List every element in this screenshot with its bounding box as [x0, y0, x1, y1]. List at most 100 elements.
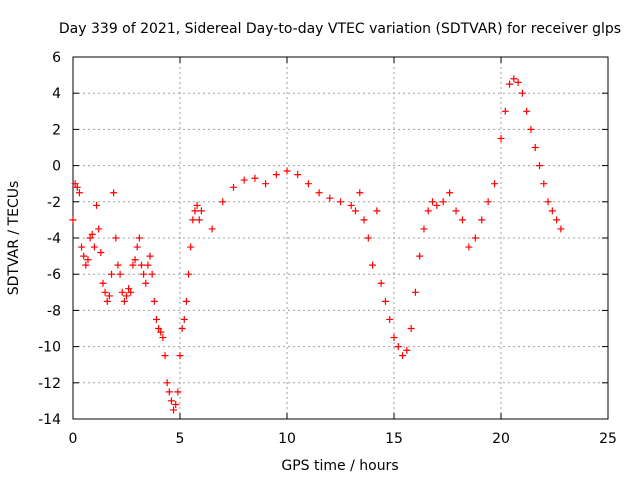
data-point	[553, 216, 561, 224]
data-point	[531, 144, 539, 151]
data-point	[114, 261, 122, 269]
data-point	[478, 216, 486, 224]
data-point	[506, 80, 514, 88]
data-point	[433, 201, 441, 209]
data-point	[219, 198, 227, 206]
data-point	[144, 261, 152, 269]
data-point	[157, 328, 165, 336]
data-point	[484, 198, 492, 206]
data-point	[536, 162, 544, 170]
data-point	[123, 292, 130, 300]
data-point	[172, 401, 180, 409]
x-tick-label: 25	[599, 431, 617, 447]
axis-ticks: 0 5 10 15 20 25 -14 -12 -10 -8 -6 -4 -2 0 2 4 6	[38, 50, 617, 447]
data-point	[294, 171, 302, 179]
data-point	[185, 270, 193, 278]
data-point	[356, 189, 364, 197]
data-point	[424, 207, 432, 215]
data-point	[178, 325, 186, 332]
data-series	[69, 75, 565, 414]
data-point	[176, 352, 184, 360]
data-point	[548, 207, 556, 215]
data-point	[465, 243, 473, 251]
chart-title: Day 339 of 2021, Sidereal Day-to-day VTE…	[59, 21, 621, 37]
data-point	[103, 297, 111, 305]
data-point	[193, 201, 201, 209]
data-point	[399, 352, 407, 360]
data-point	[116, 270, 124, 278]
data-point	[337, 198, 344, 206]
data-point	[93, 201, 101, 209]
data-point	[230, 183, 237, 191]
data-point	[197, 207, 205, 215]
data-point	[523, 107, 531, 115]
y-tick-label: 6	[52, 50, 61, 66]
y-tick-label: 2	[52, 122, 61, 138]
x-tick-label: 0	[69, 431, 78, 447]
data-point	[165, 388, 173, 396]
data-point	[446, 189, 454, 197]
data-point	[80, 252, 88, 260]
data-point	[75, 189, 83, 197]
data-point	[416, 252, 424, 260]
data-point	[360, 216, 368, 224]
data-point	[105, 292, 113, 300]
data-point	[514, 78, 522, 86]
data-point	[131, 256, 139, 264]
data-point	[161, 352, 169, 360]
data-point	[501, 107, 509, 115]
data-point	[82, 261, 90, 269]
data-point	[189, 216, 197, 224]
data-point	[118, 288, 126, 296]
data-point	[471, 234, 479, 242]
data-point	[208, 225, 216, 233]
data-point	[326, 194, 334, 202]
y-tick-label: -12	[38, 376, 61, 392]
data-point	[146, 252, 154, 260]
data-point	[510, 75, 518, 83]
data-point	[251, 174, 259, 182]
data-point	[373, 207, 381, 215]
data-point	[90, 243, 98, 251]
data-point	[364, 234, 372, 242]
data-point	[544, 198, 552, 206]
data-point	[386, 315, 394, 323]
data-point	[129, 261, 137, 269]
data-point	[240, 176, 248, 184]
data-point	[125, 285, 133, 293]
data-point	[182, 297, 190, 305]
data-point	[159, 334, 167, 342]
data-point	[347, 201, 355, 209]
data-point	[137, 261, 145, 269]
data-point	[135, 234, 143, 242]
data-point	[394, 343, 402, 351]
data-point	[95, 225, 103, 233]
data-point	[377, 279, 385, 287]
data-point	[407, 325, 415, 332]
data-point	[180, 315, 188, 323]
data-point	[86, 234, 94, 242]
data-point	[452, 207, 460, 215]
y-tick-label: -6	[47, 267, 61, 283]
x-tick-label: 10	[278, 431, 296, 447]
data-point	[369, 261, 377, 269]
data-point	[381, 297, 389, 305]
data-point	[140, 270, 148, 278]
data-point	[174, 388, 182, 396]
data-point	[187, 243, 195, 251]
data-point	[127, 288, 135, 296]
data-point	[351, 207, 359, 215]
y-tick-label: -8	[47, 303, 61, 319]
data-point	[120, 297, 128, 305]
data-point	[73, 183, 81, 191]
data-point	[71, 180, 79, 188]
data-point	[315, 189, 323, 197]
data-point	[84, 256, 92, 264]
y-tick-label: -4	[47, 231, 61, 247]
data-point	[458, 216, 466, 224]
data-point	[557, 225, 565, 233]
data-point	[163, 379, 171, 387]
data-point	[110, 189, 118, 197]
data-point	[403, 346, 411, 354]
